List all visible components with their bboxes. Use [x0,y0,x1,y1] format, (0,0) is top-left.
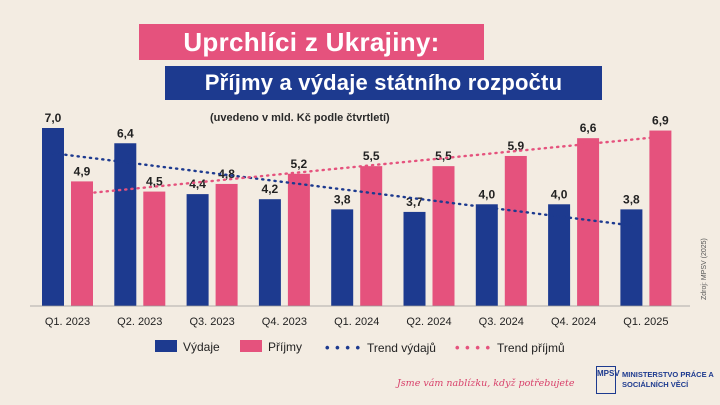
data-label-prijmy-7: 6,6 [580,121,597,135]
ministry-name: MINISTERSTVO PRÁCE A SOCIÁLNÍCH VĚCÍ [622,370,714,389]
legend-dots-trend-vydaju: • • • • [325,340,362,355]
legend-swatch-prijmy [240,340,262,352]
data-label-vydaje-7: 4,0 [551,187,568,201]
chart-title: Uprchlíci z Ukrajiny: [139,24,484,60]
bar-prijmy-1 [143,191,166,306]
x-tick-label-5: Q2. 2024 [406,316,451,328]
legend-swatch-vydaje [155,340,177,352]
data-label-vydaje-5: 3,7 [406,195,423,209]
bar-vydaje-8 [620,209,643,306]
bar-prijmy-4 [360,166,383,306]
data-label-vydaje-4: 3,8 [334,192,351,206]
data-label-prijmy-3: 5,2 [291,157,308,171]
data-label-vydaje-3: 4,2 [262,182,279,196]
legend-label-prijmy: Příjmy [268,340,302,354]
data-label-vydaje-1: 6,4 [117,126,134,140]
data-label-vydaje-2: 4,4 [189,177,206,191]
data-label-vydaje-8: 3,8 [623,192,640,206]
bar-vydaje-6 [475,204,498,306]
bar-prijmy-0 [71,181,93,306]
trend-line-vydaju [51,152,633,227]
bar-prijmy-2 [215,183,238,306]
bar-prijmy-8 [649,130,672,306]
data-label-prijmy-1: 4,5 [146,175,163,189]
bar-prijmy-6 [504,155,527,306]
legend-dots-trend-prijmu: • • • • [455,340,492,355]
mpsv-logo-icon: MPSV [596,366,620,394]
bar-prijmy-5 [432,166,455,306]
bar-vydaje-4 [331,209,354,306]
x-tick-label-4: Q1. 2024 [334,316,379,328]
source-note: Zdroj: MPSV (2025) [701,238,708,300]
data-label-prijmy-4: 5,5 [363,149,380,163]
x-tick-label-2: Q3. 2023 [189,316,234,328]
x-tick-label-1: Q2. 2023 [117,316,162,328]
legend-label-trend-vydaju: Trend výdajů [367,341,436,355]
bar-vydaje-1 [114,143,137,306]
bar-vydaje-2 [186,194,209,306]
chart-subtitle: Příjmy a výdaje státního rozpočtu [165,66,602,100]
unit-note: (uvedeno v mld. Kč podle čtvrtletí) [210,112,390,124]
legend-trend-vydaju: • • • • Trend výdajů [325,340,436,355]
slogan: Jsme vám nablízku, když potřebujete [397,378,575,389]
x-tick-label-6: Q3. 2024 [479,316,524,328]
legend-prijmy: Příjmy [240,340,302,354]
bar-vydaje-3 [258,199,281,306]
x-tick-label-0: Q1. 2023 [45,316,90,328]
trend-line-prijmu [80,135,662,195]
legend-trend-prijmu: • • • • Trend příjmů [455,340,565,355]
data-label-vydaje-6: 4,0 [478,187,495,201]
bar-vydaje-0 [42,128,64,306]
bar-vydaje-5 [403,211,426,306]
bar-vydaje-7 [548,204,571,306]
x-tick-label-3: Q4. 2023 [262,316,307,328]
bar-prijmy-7 [577,138,600,306]
data-label-vydaje-0: 7,0 [45,111,62,125]
x-tick-label-7: Q4. 2024 [551,316,596,328]
data-label-prijmy-0: 4,9 [74,164,91,178]
ministry-logo: MPSV MINISTERSTVO PRÁCE A SOCIÁLNÍCH VĚC… [596,366,714,398]
data-label-prijmy-5: 5,5 [435,149,452,163]
data-label-prijmy-8: 6,9 [652,114,669,128]
bar-prijmy-3 [287,173,310,306]
legend-label-vydaje: Výdaje [183,340,220,354]
x-tick-label-8: Q1. 2025 [623,316,668,328]
legend-label-trend-prijmu: Trend příjmů [497,341,565,355]
legend-vydaje: Výdaje [155,340,220,354]
